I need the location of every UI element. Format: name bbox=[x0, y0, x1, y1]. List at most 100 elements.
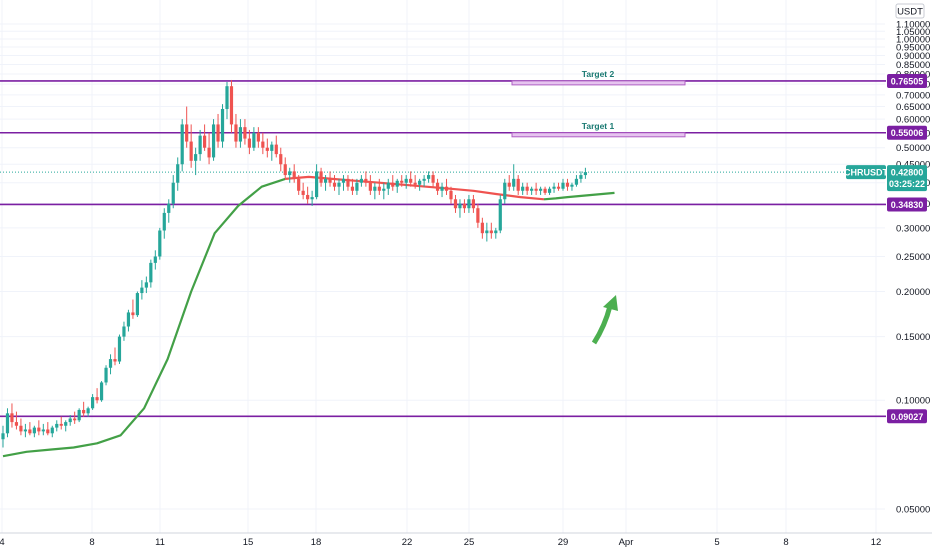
candle bbox=[5, 408, 10, 438]
candle bbox=[386, 178, 390, 195]
candle-body bbox=[68, 418, 72, 423]
candle bbox=[418, 178, 422, 191]
price-tick-label: 1.00000 bbox=[896, 34, 930, 45]
candle-body bbox=[46, 429, 50, 434]
candle bbox=[59, 416, 63, 430]
candle-body bbox=[440, 186, 444, 191]
candle-body bbox=[189, 141, 193, 161]
candle bbox=[440, 182, 444, 198]
candle bbox=[73, 411, 77, 424]
level-tag-box bbox=[887, 197, 927, 212]
candle bbox=[539, 186, 543, 195]
candlesticks bbox=[1, 79, 587, 448]
candle-body bbox=[238, 127, 243, 142]
price-tick-label: 1.10000 bbox=[896, 20, 930, 31]
candle bbox=[256, 127, 260, 148]
candle-body bbox=[216, 124, 220, 142]
candle bbox=[50, 425, 54, 438]
candle-body bbox=[301, 190, 305, 195]
candle bbox=[19, 418, 23, 436]
price-tick-label: 0.15000 bbox=[896, 332, 930, 343]
candle-body bbox=[10, 413, 14, 423]
price-tick-label: 0.85000 bbox=[896, 60, 930, 71]
candle-body bbox=[386, 182, 390, 189]
candle-body bbox=[556, 186, 561, 189]
candle-body bbox=[310, 197, 314, 200]
candle-body bbox=[328, 178, 332, 183]
candle-body bbox=[162, 212, 166, 231]
candle-body bbox=[59, 423, 63, 426]
candle bbox=[149, 259, 153, 288]
candle-body bbox=[14, 422, 19, 426]
candle-body bbox=[534, 188, 538, 191]
price-tick-label: 0.90000 bbox=[896, 51, 930, 62]
candle bbox=[279, 147, 283, 172]
candle-body bbox=[458, 203, 462, 209]
candle-body bbox=[149, 262, 153, 283]
symbol-tag-text: CHRUSDT bbox=[844, 168, 889, 178]
candle bbox=[337, 178, 341, 195]
candle bbox=[404, 175, 408, 189]
candle-body bbox=[583, 172, 587, 176]
candle-body bbox=[50, 427, 54, 434]
candle-body bbox=[229, 86, 234, 125]
candle-body bbox=[1, 433, 5, 440]
candle bbox=[355, 178, 359, 195]
candle-body bbox=[274, 144, 278, 155]
candle-body bbox=[579, 175, 583, 179]
candle bbox=[467, 194, 471, 213]
candle bbox=[413, 175, 417, 189]
candle bbox=[579, 171, 583, 183]
candle bbox=[480, 217, 484, 239]
candle bbox=[234, 113, 238, 148]
candle bbox=[23, 423, 27, 438]
candle bbox=[498, 194, 502, 234]
candle bbox=[359, 175, 363, 187]
candle-body bbox=[444, 186, 449, 191]
target-zone-label: Target 2 bbox=[582, 69, 615, 79]
candle-body bbox=[117, 336, 122, 362]
candle bbox=[162, 208, 166, 239]
candle-body bbox=[539, 188, 543, 191]
candle bbox=[10, 403, 14, 428]
candle-body bbox=[19, 425, 23, 432]
time-tick-label: 15 bbox=[243, 537, 254, 548]
time-axis[interactable]: 4 8 11 15 18 22 25 29 Apr 5 8 12 bbox=[0, 537, 881, 548]
candle-body bbox=[41, 429, 45, 432]
candle bbox=[503, 178, 507, 204]
candle bbox=[489, 222, 493, 239]
level-tag-box bbox=[887, 73, 927, 88]
candle-body bbox=[131, 312, 135, 316]
candle-body bbox=[382, 188, 386, 191]
candle-body bbox=[471, 199, 475, 209]
moving-average-falling bbox=[285, 175, 545, 201]
candle bbox=[283, 157, 287, 179]
candle-body bbox=[395, 180, 399, 187]
candle bbox=[306, 186, 310, 204]
candle-body bbox=[521, 186, 525, 191]
candle bbox=[570, 182, 574, 191]
candle bbox=[516, 175, 520, 195]
candle bbox=[574, 175, 579, 187]
candle bbox=[458, 199, 462, 218]
candle-body bbox=[82, 409, 86, 414]
time-tick-label: 29 bbox=[558, 537, 569, 548]
candle-body bbox=[91, 397, 95, 409]
candle bbox=[265, 138, 269, 158]
candle bbox=[583, 167, 587, 179]
candle bbox=[462, 199, 467, 213]
candle-body bbox=[77, 409, 81, 421]
candle bbox=[471, 194, 475, 213]
price-tick-label: 0.10000 bbox=[896, 396, 930, 407]
candle bbox=[409, 171, 413, 187]
candle bbox=[41, 423, 45, 436]
candle-body bbox=[319, 171, 323, 183]
candle-body bbox=[485, 230, 489, 234]
candle bbox=[319, 167, 323, 187]
candle-body bbox=[489, 230, 493, 234]
candle bbox=[194, 147, 198, 176]
candle-body bbox=[435, 182, 440, 191]
moving-average-recovering bbox=[543, 191, 615, 201]
candle bbox=[422, 175, 426, 187]
